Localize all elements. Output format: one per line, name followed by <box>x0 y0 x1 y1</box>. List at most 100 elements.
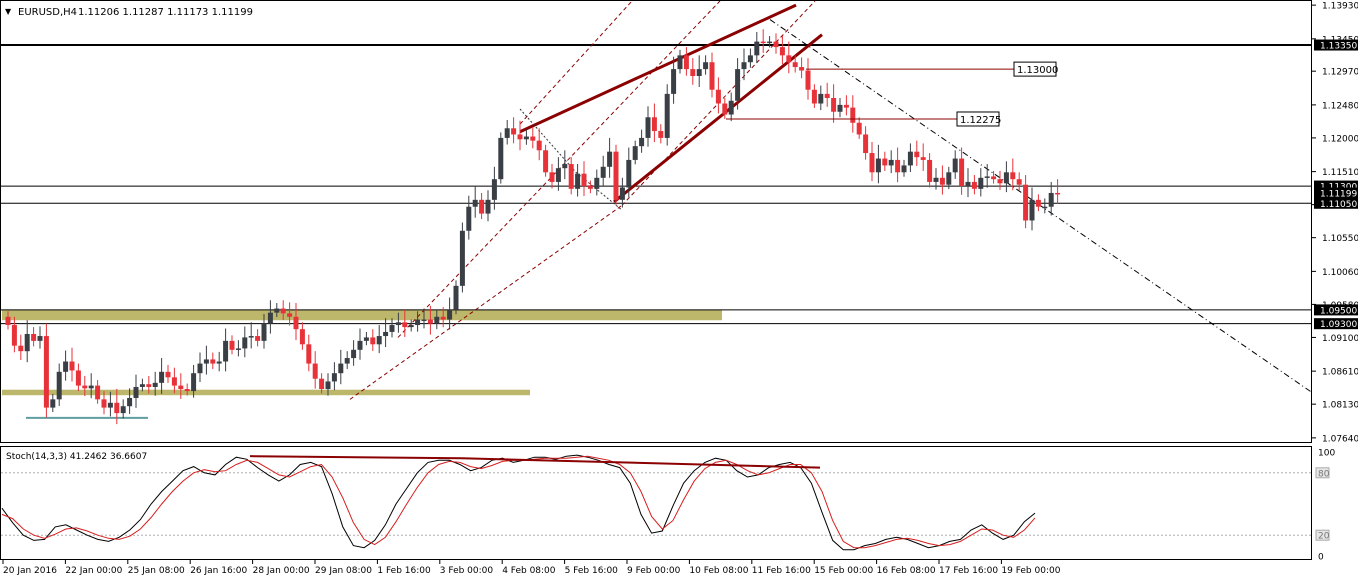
candle-body <box>882 158 888 166</box>
candle-body <box>18 345 24 352</box>
stoch-tick-label: 100 <box>1318 449 1335 459</box>
candle-body <box>805 70 811 90</box>
candle-body <box>274 308 280 313</box>
candle-body <box>1055 192 1061 195</box>
candle-body <box>82 385 88 389</box>
candle-body <box>991 176 997 180</box>
level-tag-label: 1.09500 <box>1320 306 1357 316</box>
candle-body <box>1003 172 1009 184</box>
price-tick-label: 1.09100 <box>1322 334 1358 344</box>
candle-body <box>235 348 241 350</box>
time-tick-label: 4 Feb 08:00 <box>502 566 556 576</box>
stoch-tick-box <box>1315 467 1330 479</box>
candle-body <box>850 107 856 123</box>
candle-body <box>127 397 133 407</box>
stoch-main-line <box>1 454 1036 551</box>
candle-body <box>376 336 382 345</box>
downtrend-line <box>769 19 1313 393</box>
candle-body <box>440 316 446 320</box>
time-tick-label: 10 Feb 08:00 <box>689 566 748 576</box>
candle-body <box>728 100 734 115</box>
candle-body <box>1042 206 1048 209</box>
stochastic-frame[interactable] <box>0 446 1312 560</box>
candle-body <box>946 172 952 185</box>
candle-body <box>696 69 702 76</box>
level-tags: 1.133501.113001.111991.110501.095001.093… <box>1314 39 1358 330</box>
candle-body <box>389 325 395 332</box>
main-chart-frame[interactable] <box>0 0 1312 443</box>
candle-body <box>402 322 408 328</box>
demand-zone <box>2 389 530 396</box>
candle-body <box>965 181 971 187</box>
level-tag-label: 1.09300 <box>1320 320 1357 330</box>
candle-body <box>722 103 728 115</box>
stochastic-title: Stoch(14,3,3) 41.2462 36.6607 <box>6 452 147 462</box>
candle-body <box>760 41 766 44</box>
candle-body <box>210 359 216 364</box>
horizontal-levels <box>1 44 1311 325</box>
candle-body <box>191 373 197 392</box>
candle-body <box>735 69 741 101</box>
candle-body <box>120 406 126 414</box>
stoch-tick-label: 0 <box>1318 553 1324 563</box>
candle-body <box>229 340 235 350</box>
candle-body <box>549 172 555 182</box>
price-label-box <box>1013 61 1057 77</box>
candle-body <box>395 322 401 326</box>
candle-body <box>491 179 497 200</box>
candle-body <box>287 313 293 317</box>
level-tag-label: 1.11199 <box>1320 190 1357 200</box>
candle-body <box>133 386 139 398</box>
candle-body <box>434 316 440 324</box>
candle-body <box>184 389 190 392</box>
candle-body <box>95 385 101 400</box>
candle-body <box>843 104 849 108</box>
candle-body <box>56 371 62 400</box>
candle-body <box>146 384 152 387</box>
time-tick-label: 1 Feb 16:00 <box>377 566 431 576</box>
candle-body <box>357 340 363 350</box>
candle-body <box>920 157 926 160</box>
candle-body <box>427 319 433 324</box>
time-tick-label: 28 Jan 00:00 <box>253 566 310 576</box>
candle-body <box>677 55 683 70</box>
candle-body <box>568 164 574 189</box>
time-tick-label: 29 Jan 08:00 <box>315 566 372 576</box>
candle-body <box>767 41 773 44</box>
candle-body <box>709 62 715 90</box>
candle-body <box>88 385 94 389</box>
candle-body <box>933 177 939 182</box>
candle-body <box>799 67 805 71</box>
candle-body <box>818 93 824 104</box>
level-tag <box>1314 39 1358 51</box>
demand-zone <box>2 309 722 321</box>
stochastic-lines <box>1 454 1311 551</box>
stoch-divergence-line <box>461 457 821 469</box>
candle-body <box>255 336 261 341</box>
price-tick-label: 1.10550 <box>1322 234 1358 244</box>
candle-body <box>626 159 632 188</box>
price-tick-label: 1.11510 <box>1322 168 1358 178</box>
candle-body <box>383 331 389 337</box>
time-tick-label: 20 Jan 2016 <box>3 566 57 576</box>
candle-body <box>863 134 869 154</box>
price-label-box <box>956 111 1000 127</box>
candle-body <box>536 140 542 151</box>
level-tag-label: 1.11050 <box>1320 200 1357 210</box>
candle-body <box>632 146 638 160</box>
time-tick-label: 25 Jan 08:00 <box>128 566 185 576</box>
candle-body <box>415 319 421 326</box>
time-tick-label: 15 Feb 00:00 <box>814 566 873 576</box>
candle-body <box>242 337 248 349</box>
price-tick-label: 1.08610 <box>1322 368 1358 378</box>
candle-body <box>459 230 465 286</box>
time-tick-label: 3 Feb 00:00 <box>440 566 494 576</box>
candle-body <box>581 173 587 187</box>
candle-body <box>114 402 120 414</box>
candle-body <box>984 176 990 178</box>
candle-body <box>971 181 977 189</box>
time-tick-label: 26 Jan 16:00 <box>190 566 247 576</box>
dropdown-icon[interactable]: ▼ <box>5 7 12 16</box>
candle-body <box>1048 192 1054 207</box>
